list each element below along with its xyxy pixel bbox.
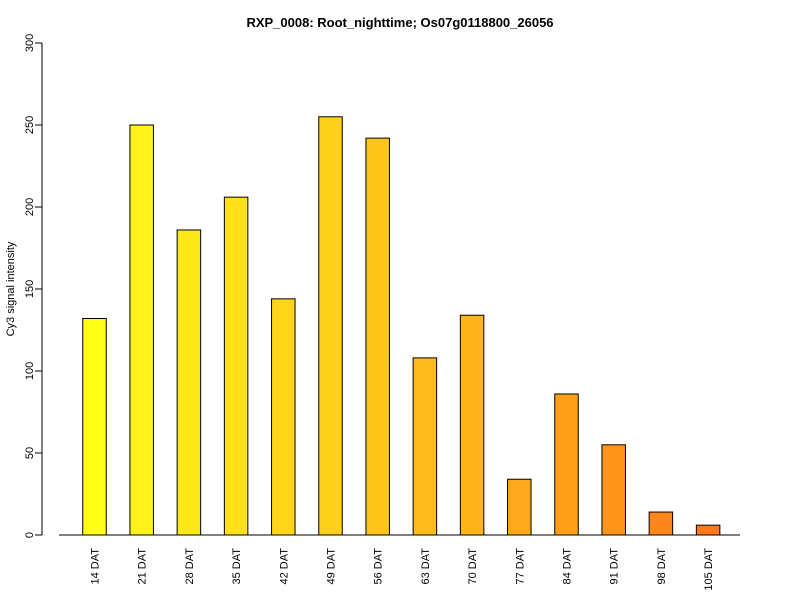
x-tick-label: 105 DAT [703,548,715,591]
bar-21-dat [129,124,154,536]
y-tick-label: 200 [24,198,36,216]
x-tick-label: 84 DAT [562,548,574,585]
x-tick-label: 77 DAT [514,548,526,585]
x-tick-label: 42 DAT [278,548,290,585]
x-tick-label: 63 DAT [420,548,432,585]
y-axis-title: Cy3 signal intensity [5,241,17,336]
x-tick-label: 21 DAT [137,548,149,585]
y-axis: 0 50 100 150 200 250 300 [24,34,43,538]
x-tick-label: 35 DAT [231,548,243,585]
x-tick-label: 98 DAT [656,548,668,585]
x-tick-label: 91 DAT [609,548,621,585]
bar-91-dat [601,444,626,536]
bars [82,116,721,536]
bar-28-dat [176,229,202,536]
bar-35-dat [223,196,249,536]
bar-70-dat [459,314,485,536]
bar-14-dat [82,318,107,536]
bar-49-dat [318,116,343,536]
x-tick-label: 70 DAT [467,548,479,585]
x-axis: 14 DAT 21 DAT 28 DAT 35 DAT 42 DAT 49 DAT 56 D… [59,534,740,591]
y-tick-label: 50 [24,447,36,459]
x-tick-label: 49 DAT [326,548,338,585]
y-tick-label: 150 [24,280,36,298]
y-tick-label: 100 [24,362,36,380]
y-tick-label: 250 [24,116,36,134]
bar-63-dat [412,357,438,536]
bar-84-dat [554,393,579,536]
x-tick-label: 14 DAT [90,548,102,585]
bar-98-dat [648,511,674,536]
chart-title: RXP_0008: Root_nighttime; Os07g0118800_2… [246,15,553,30]
x-tick-label: 28 DAT [184,548,196,585]
bar-77-dat [507,478,532,536]
x-tick-label: 56 DAT [373,548,385,585]
bar-105-dat [695,524,721,536]
bar-56-dat [365,137,390,536]
y-tick-label: 300 [24,34,36,52]
y-tick-label: 0 [24,532,36,538]
bar-42-dat [271,298,296,536]
